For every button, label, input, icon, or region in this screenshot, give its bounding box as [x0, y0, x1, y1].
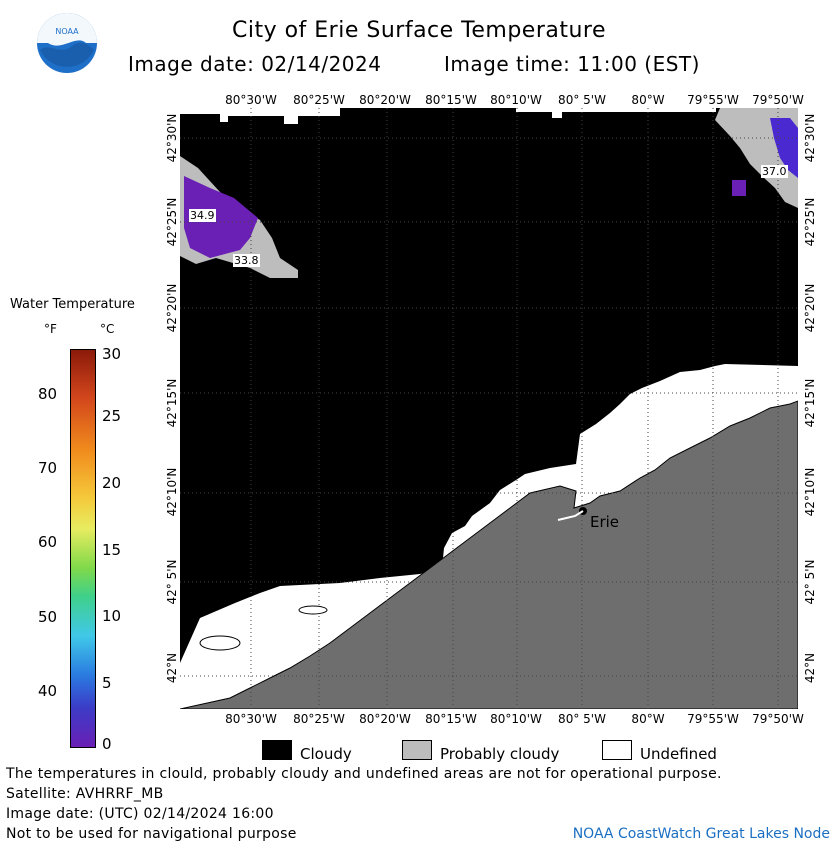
lat-label: 42° 5'N [165, 559, 179, 605]
lon-label: 80°20'W [359, 712, 411, 726]
lon-label: 79°50'W [752, 93, 804, 107]
c-tick: 30 [102, 345, 122, 363]
lon-label: 80° 5'W [558, 712, 606, 726]
lon-label: 80°10'W [490, 712, 542, 726]
temp-label: 37.0 [761, 165, 788, 178]
probably-cloudy-label: Probably cloudy [440, 745, 560, 763]
lon-label: 79°50'W [752, 712, 804, 726]
colorbar [70, 349, 96, 748]
footer-navigation: Not to be used for navigational purpose [6, 826, 297, 842]
lat-label: 42°30'N [165, 113, 179, 163]
city-label: Erie [590, 513, 620, 531]
lat-label: 42°20'N [803, 283, 817, 333]
lat-label: 42°25'N [165, 197, 179, 247]
temp-label: 34.9 [189, 209, 216, 222]
undefined-swatch [602, 740, 632, 760]
f-tick: 40 [38, 682, 58, 700]
unit-c: °C [100, 322, 115, 336]
lon-label: 80°25'W [293, 93, 345, 107]
map-title: City of Erie Surface Temperature [231, 18, 607, 43]
lon-label: 80°20'W [359, 93, 411, 107]
lat-label: 42°10'N [165, 467, 179, 517]
lat-label: 42°20'N [165, 283, 179, 333]
logo-text: NOAA [55, 27, 79, 36]
lon-label: 80°30'W [225, 93, 277, 107]
c-tick: 0 [102, 735, 112, 753]
lon-label: 79°55'W [687, 712, 739, 726]
image-time: Image time: 11:00 (EST) [444, 52, 700, 76]
land-area [180, 400, 798, 709]
undefined-label: Undefined [640, 745, 717, 763]
lat-label: 42°25'N [803, 197, 817, 247]
f-tick: 60 [38, 533, 58, 551]
footer-disclaimer: The temperatures in clould, probably clo… [6, 766, 722, 782]
lat-label: 42°10'N [803, 467, 817, 517]
lon-label: 80°15'W [425, 93, 477, 107]
temp-label: 33.8 [233, 254, 260, 267]
grid-lines [180, 108, 798, 709]
footer-credit: NOAA CoastWatch Great Lakes Node [572, 826, 830, 842]
lat-label: 42° 5'N [803, 559, 817, 605]
footer-satellite: Satellite: AVHRRF_MB [6, 786, 164, 802]
c-tick: 15 [102, 541, 122, 559]
lon-label: 80°25'W [293, 712, 345, 726]
c-tick: 20 [102, 474, 122, 492]
temperature-map [180, 108, 798, 709]
image-date: Image date: 02/14/2024 [128, 52, 382, 76]
lon-label: 79°55'W [687, 93, 739, 107]
unit-f: °F [44, 322, 57, 336]
lon-label: 80°15'W [425, 712, 477, 726]
probably-cloudy-swatch [402, 740, 432, 760]
noaa-logo: NOAA [37, 13, 97, 73]
cloudy-swatch [262, 740, 292, 760]
lon-label: 80°10'W [490, 93, 542, 107]
f-tick: 70 [38, 459, 58, 477]
c-tick: 25 [102, 407, 122, 425]
f-tick: 80 [38, 385, 58, 403]
lon-label: 80°30'W [225, 712, 277, 726]
lat-label: 42°15'N [803, 378, 817, 428]
lat-label: 42°N [803, 652, 817, 684]
lat-label: 42°N [165, 652, 179, 684]
c-tick: 10 [102, 607, 122, 625]
lon-label: 80°W [631, 93, 665, 107]
lat-label: 42°15'N [165, 378, 179, 428]
legend-title: Water Temperature [10, 297, 135, 312]
lat-label: 42°30'N [803, 113, 817, 163]
footer-utc-date: Image date: (UTC) 02/14/2024 16:00 [6, 806, 274, 822]
lon-label: 80°W [631, 712, 665, 726]
c-tick: 5 [102, 674, 112, 692]
lon-label: 80° 5'W [558, 93, 606, 107]
f-tick: 50 [38, 608, 58, 626]
cloudy-label: Cloudy [300, 745, 352, 763]
